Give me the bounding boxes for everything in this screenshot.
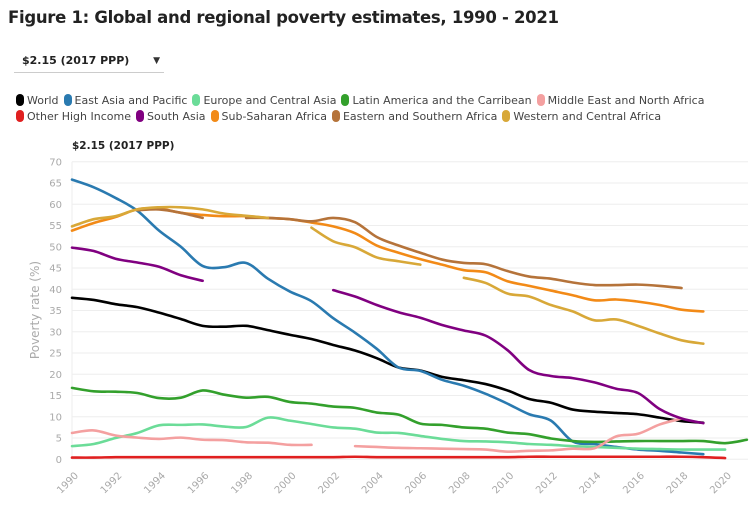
y-axis-label: Poverty rate (%): [28, 261, 42, 359]
legend-swatch: [502, 110, 511, 122]
series-east-asia-and-pacific[interactable]: [70, 178, 705, 456]
series-western-and-central-africa[interactable]: [70, 205, 705, 345]
series-middle-east-and-north-africa[interactable]: [70, 417, 683, 453]
y-tick-label: 35: [49, 306, 62, 317]
legend-swatch: [135, 110, 144, 122]
series-latin-america-and-the-carribean[interactable]: [70, 386, 749, 445]
y-tick-label: 20: [49, 370, 62, 381]
legend-item[interactable]: World: [16, 93, 59, 109]
y-tick-label: 10: [49, 412, 62, 423]
legend-item[interactable]: Latin America and the Carribean: [341, 93, 532, 109]
legend-label: Other High Income: [27, 110, 131, 123]
x-tick-label: 2020: [708, 470, 734, 496]
series-line[interactable]: [70, 416, 727, 451]
y-tick-label: 40: [49, 285, 62, 296]
poverty-line-dropdown[interactable]: $2.15 (2017 PPP) ▼: [14, 52, 164, 73]
series-line[interactable]: [70, 386, 749, 445]
legend-item[interactable]: Eastern and Southern Africa: [331, 109, 498, 125]
legend-label: Middle East and North Africa: [547, 94, 705, 107]
legend-swatch: [16, 94, 24, 106]
chart-subtitle: $2.15 (2017 PPP): [72, 140, 174, 152]
y-tick-label: 55: [49, 221, 62, 232]
y-tick-label: 65: [49, 179, 62, 190]
series-other-high-income[interactable]: [70, 455, 727, 460]
legend-item[interactable]: East Asia and Pacific: [63, 93, 188, 109]
y-tick-label: 5: [56, 434, 62, 445]
series-world[interactable]: [70, 296, 705, 425]
legend-item[interactable]: Western and Central Africa: [502, 109, 661, 125]
x-tick-label: 1998: [229, 470, 255, 496]
legend-item[interactable]: Sub-Saharan Africa: [210, 109, 327, 125]
x-tick-label: 2016: [621, 470, 647, 496]
series-line[interactable]: [136, 208, 204, 220]
x-tick-label: 2010: [491, 470, 517, 496]
legend-item[interactable]: Other High Income: [16, 109, 131, 125]
legend-label: East Asia and Pacific: [74, 94, 188, 107]
y-tick-label: 0: [56, 455, 62, 466]
series-europe-and-central-asia[interactable]: [70, 416, 727, 451]
x-tick-label: 2000: [273, 470, 299, 496]
series-line[interactable]: [70, 296, 705, 425]
x-tick-label: 2018: [665, 470, 691, 496]
series-south-asia[interactable]: [70, 246, 705, 425]
figure-title: Figure 1: Global and regional poverty es…: [8, 8, 559, 27]
legend-swatch: [536, 94, 545, 106]
series-eastern-and-southern-africa[interactable]: [136, 208, 683, 290]
y-tick-label: 25: [49, 349, 62, 360]
series-line[interactable]: [70, 205, 270, 228]
legend-label: Western and Central Africa: [513, 110, 662, 123]
x-tick-label: 1990: [55, 470, 81, 496]
x-tick-label: 2012: [534, 470, 560, 496]
y-tick-label: 70: [49, 157, 62, 168]
legend-label: South Asia: [146, 110, 206, 123]
x-tick-label: 2002: [316, 470, 342, 496]
y-tick-label: 60: [49, 200, 62, 211]
y-tick-label: 15: [49, 391, 62, 402]
legend-item[interactable]: Europe and Central Asia: [192, 93, 336, 109]
legend-swatch: [16, 110, 24, 122]
series-line[interactable]: [70, 178, 705, 456]
series-line[interactable]: [310, 226, 422, 266]
x-tick-label: 2006: [403, 470, 429, 496]
x-tick-label: 2014: [578, 470, 604, 496]
dropdown-selected-value: $2.15 (2017 PPP): [22, 54, 130, 67]
y-tick-label: 50: [49, 242, 62, 253]
x-tick-label: 1992: [99, 470, 125, 496]
legend-label: World: [27, 94, 59, 107]
legend-item[interactable]: South Asia: [135, 109, 206, 125]
series-line[interactable]: [244, 216, 683, 290]
x-tick-label: 2004: [360, 470, 386, 496]
series-line[interactable]: [70, 246, 204, 283]
series-line[interactable]: [70, 429, 313, 447]
legend-swatch: [331, 110, 340, 122]
legend-label: Eastern and Southern Africa: [342, 110, 498, 123]
y-tick-label: 30: [49, 327, 62, 338]
legend-item[interactable]: Middle East and North Africa: [536, 93, 705, 109]
legend-label: Latin America and the Carribean: [352, 94, 532, 107]
legend-swatch: [210, 110, 219, 122]
legend-swatch: [192, 94, 201, 106]
x-tick-label: 2008: [447, 470, 473, 496]
legend-label: Sub-Saharan Africa: [221, 110, 327, 123]
series-line[interactable]: [462, 276, 705, 345]
legend-label: Europe and Central Asia: [203, 94, 337, 107]
x-tick-label: 1994: [142, 470, 168, 496]
legend-swatch: [63, 94, 72, 106]
x-tick-label: 1996: [186, 470, 212, 496]
legend: World East Asia and Pacific Europe and Cen…: [16, 93, 746, 125]
series-line[interactable]: [353, 417, 683, 453]
series-line[interactable]: [70, 455, 727, 460]
legend-swatch: [341, 94, 350, 106]
y-tick-label: 45: [49, 264, 62, 275]
series-line[interactable]: [331, 288, 705, 425]
caret-down-icon: ▼: [153, 56, 160, 66]
